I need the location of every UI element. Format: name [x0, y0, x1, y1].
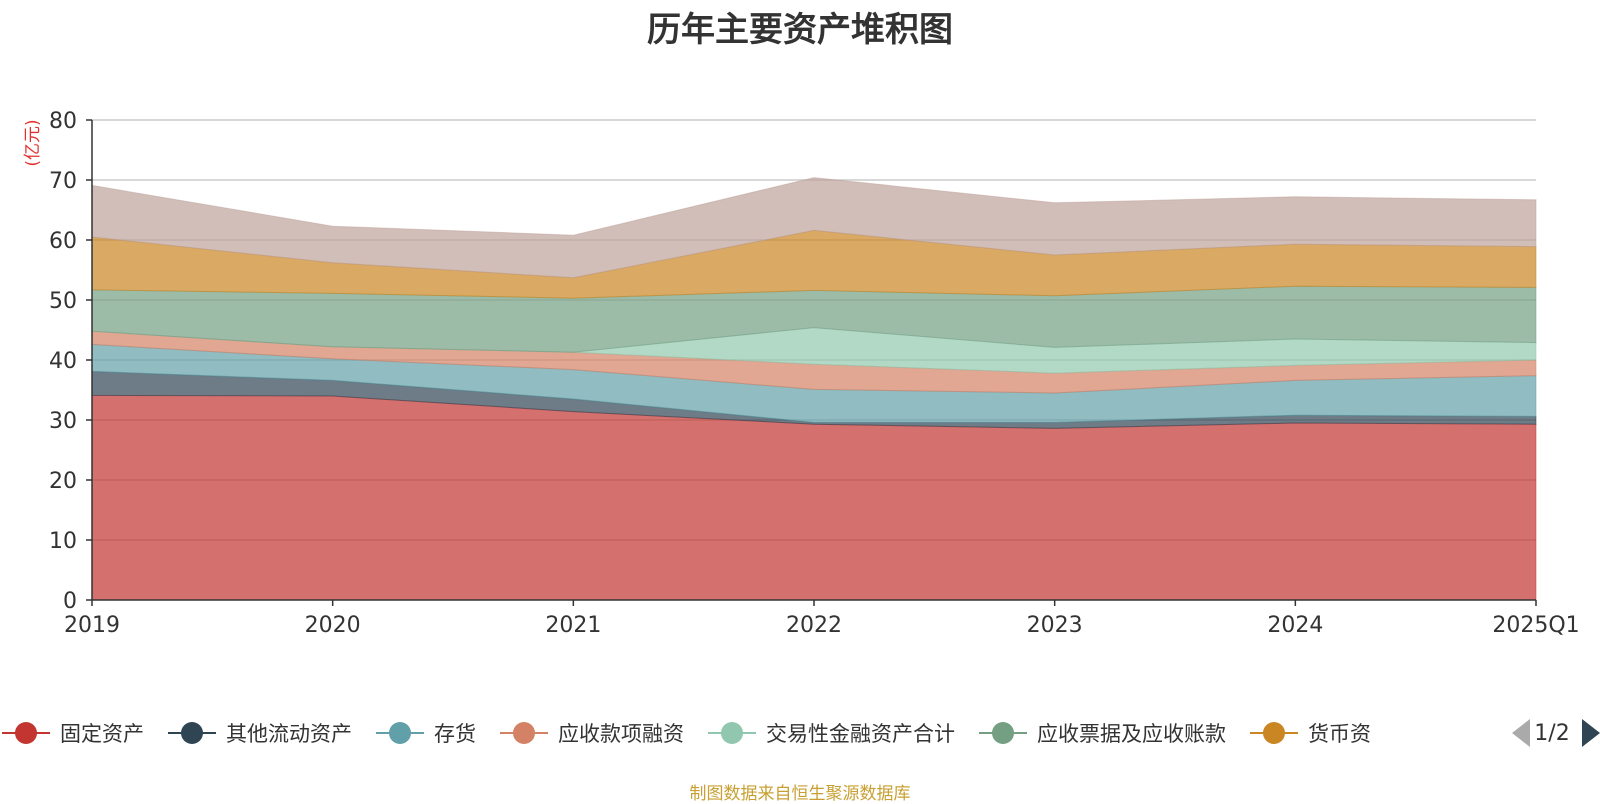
y-axis-unit-label: (亿元) — [23, 119, 43, 166]
legend-marker-icon — [991, 722, 1014, 744]
y-tick-label: 50 — [49, 289, 77, 314]
x-tick-label: 2021 — [545, 613, 601, 638]
legend-marker-icon — [1262, 722, 1285, 744]
chart-title: 历年主要资产堆积图 — [647, 10, 953, 50]
legend-label: 应收票据及应收账款 — [1037, 722, 1226, 746]
legend-item[interactable]: 固定资产 — [2, 722, 144, 746]
legend-label: 其他流动资产 — [226, 722, 352, 746]
legend-label: 固定资产 — [60, 722, 144, 746]
legend-marker-icon — [180, 722, 203, 744]
x-tick-label: 2020 — [305, 613, 361, 638]
legend-pager: 1/2 — [1512, 719, 1600, 747]
legend-label: 交易性金融资产合计 — [766, 722, 955, 746]
legend-marker-icon — [15, 722, 37, 744]
legend-label: 应收款项融资 — [558, 722, 684, 746]
area-series-8 — [91, 177, 1537, 279]
legend-item[interactable]: 应收票据及应收账款 — [978, 722, 1226, 746]
y-tick-label: 30 — [49, 409, 77, 434]
y-tick-label: 20 — [49, 469, 77, 494]
axes: 0 10 20 30 40 50 60 70 80 2019 2020 2021 2022 2023 202… — [49, 109, 1580, 638]
y-tick-label: 80 — [49, 109, 77, 134]
source-note: 制图数据来自恒生聚源数据库 — [689, 784, 911, 804]
y-tick-label: 10 — [49, 529, 77, 554]
legend-marker-icon — [388, 722, 411, 744]
x-tick-label: 2024 — [1267, 613, 1323, 638]
x-tick-label: 2023 — [1027, 613, 1083, 638]
x-tick-label: 2025Q1 — [1492, 613, 1579, 638]
legend-label: 存货 — [434, 722, 476, 746]
legend: 固定资产 其他流动资产 存货 应收款项融资 交易性金融资产合计 应收票据及应收账款 货币资 — [2, 722, 1371, 746]
legend-item[interactable]: 货币资 — [1249, 722, 1371, 746]
legend-item[interactable]: 应收款项融资 — [499, 722, 684, 746]
y-tick-label: 70 — [49, 169, 77, 194]
legend-next-icon[interactable] — [1582, 719, 1600, 747]
legend-label: 货币资 — [1308, 722, 1371, 746]
legend-item[interactable]: 其他流动资产 — [167, 722, 352, 746]
area-series — [91, 177, 1537, 601]
legend-prev-icon[interactable] — [1512, 719, 1530, 747]
legend-page-indicator: 1/2 — [1534, 721, 1569, 746]
area-series-1 — [91, 394, 1537, 601]
y-tick-label: 0 — [63, 589, 77, 614]
x-tick-label: 2022 — [786, 613, 842, 638]
y-tick-label: 40 — [49, 349, 77, 374]
legend-item[interactable]: 交易性金融资产合计 — [707, 722, 955, 746]
legend-marker-icon — [720, 722, 743, 744]
y-tick-label: 60 — [49, 229, 77, 254]
legend-marker-icon — [512, 722, 535, 744]
x-tick-label: 2019 — [64, 613, 120, 638]
legend-item[interactable]: 存货 — [375, 722, 476, 746]
